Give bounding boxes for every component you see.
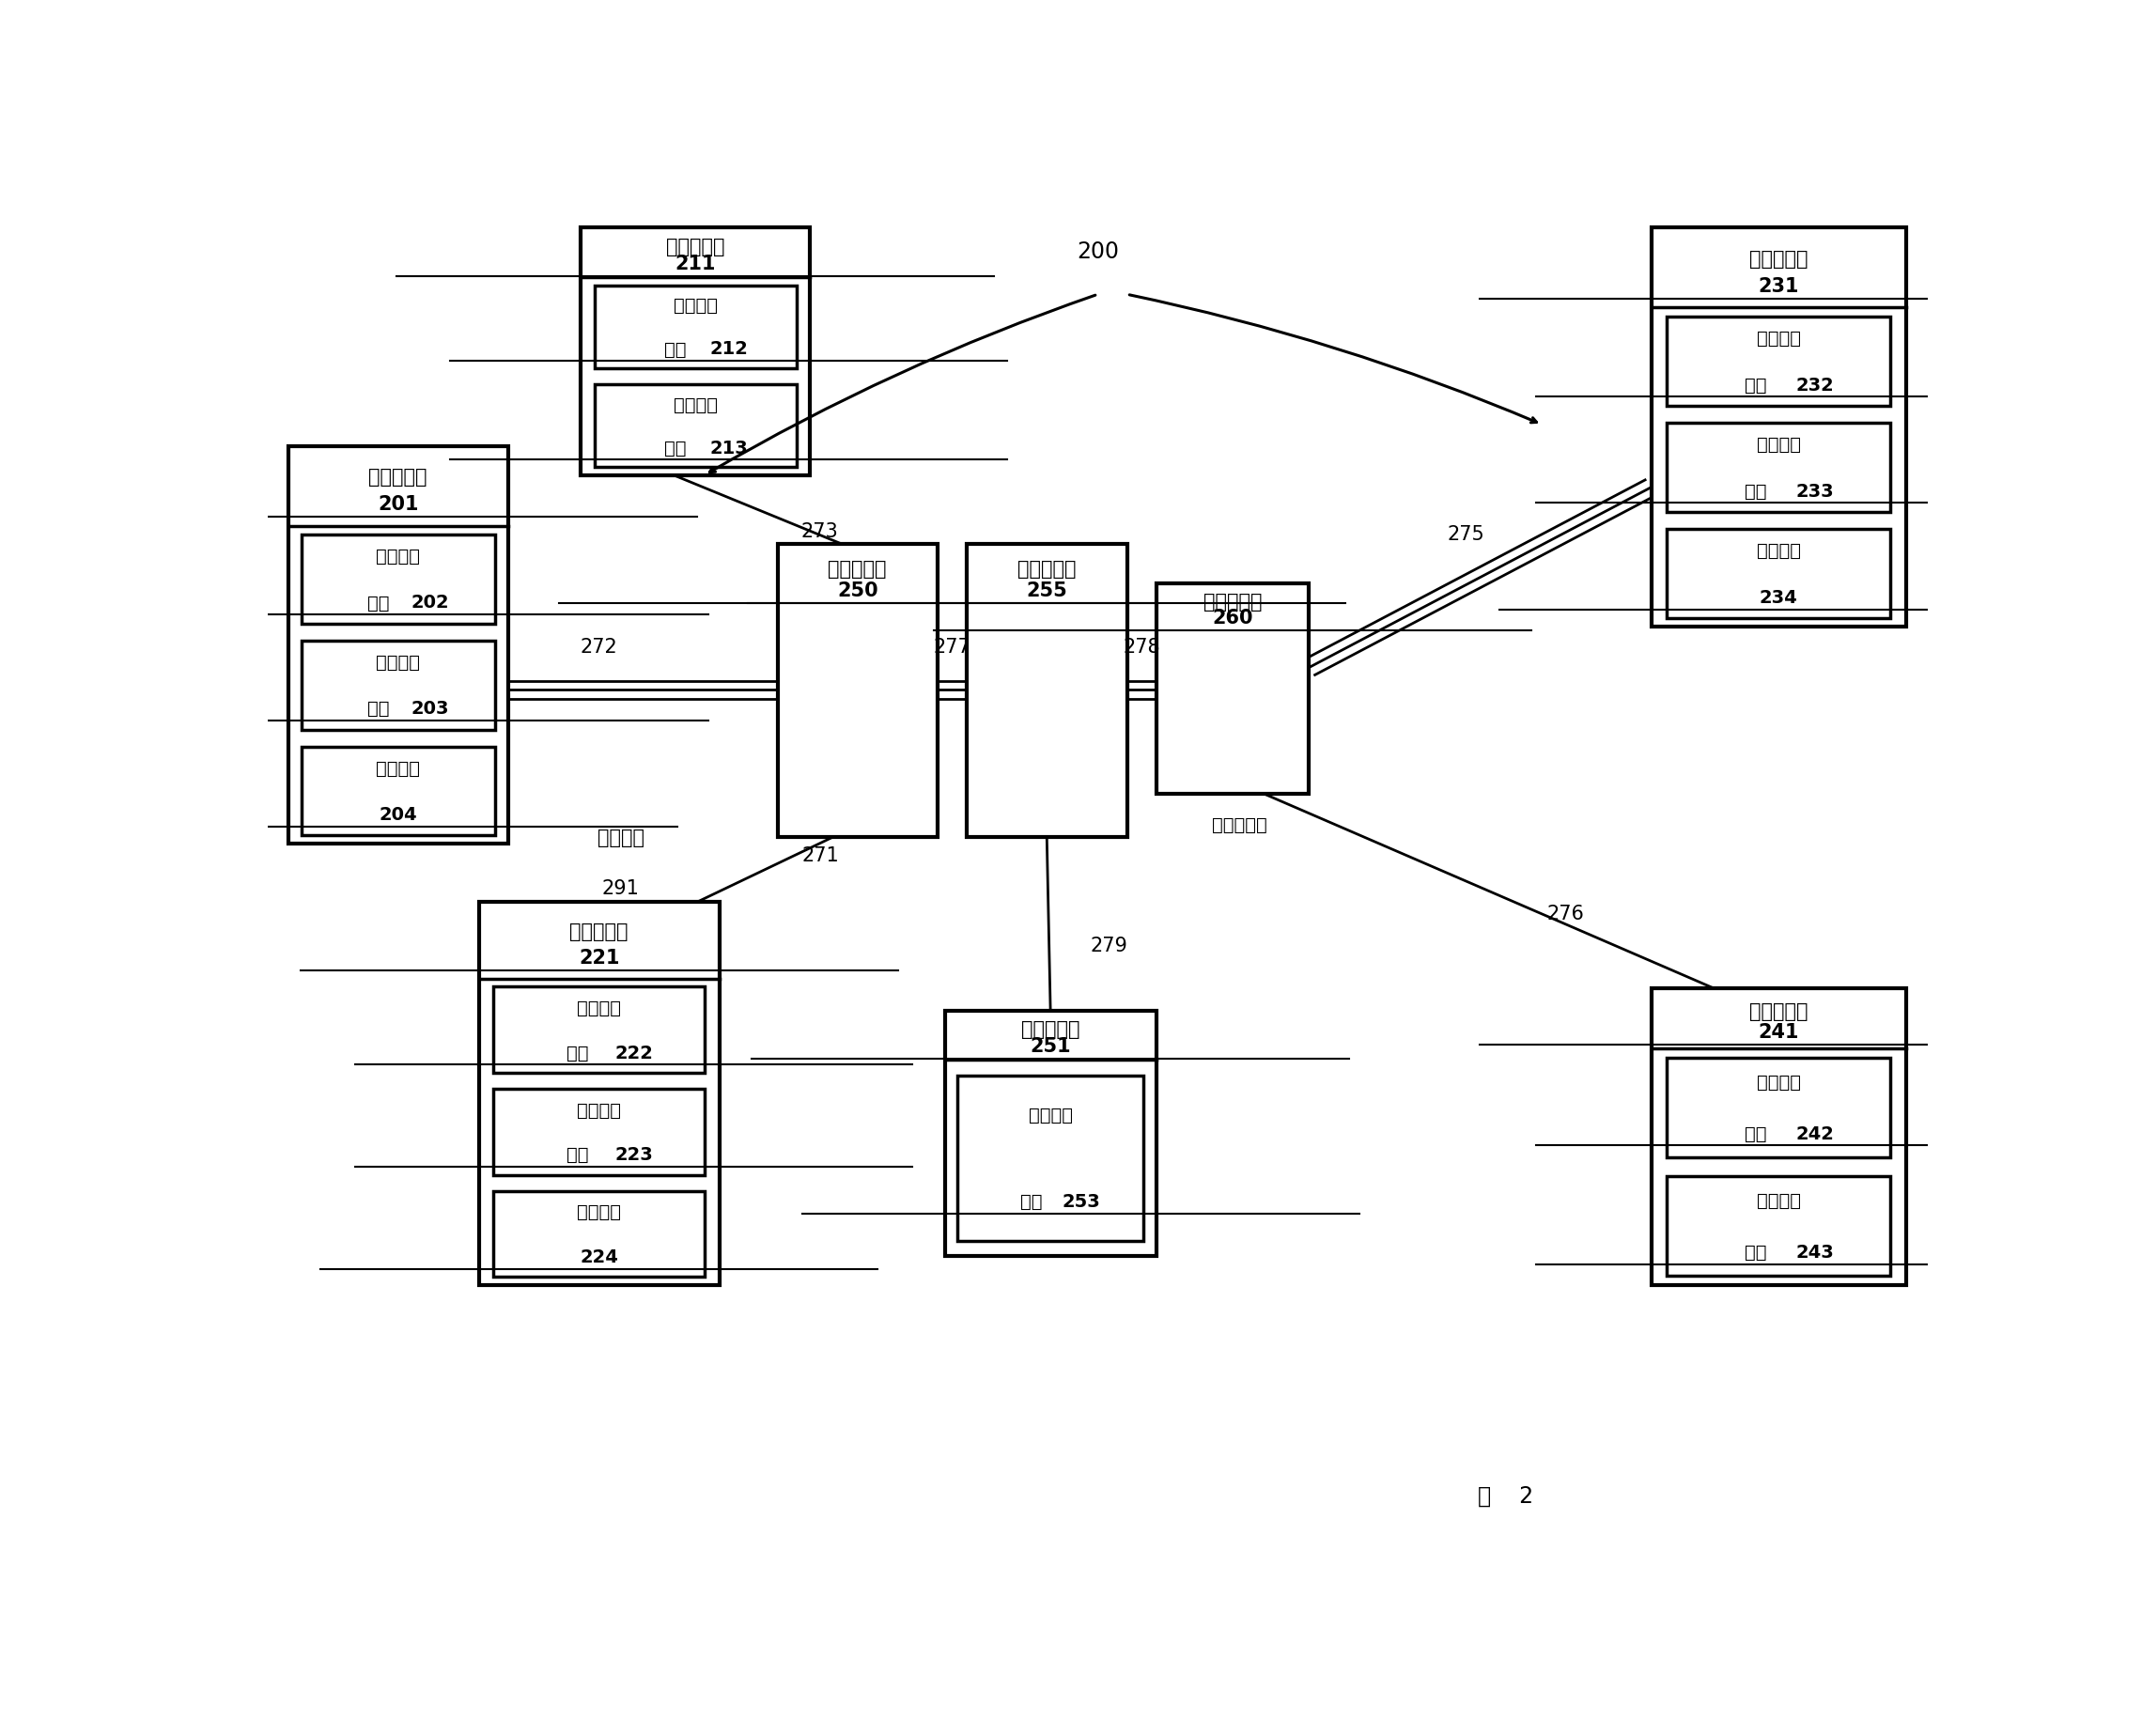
Text: 网络接口: 网络接口 bbox=[1028, 1106, 1073, 1123]
Bar bbox=[302, 746, 495, 837]
Text: 251: 251 bbox=[1030, 1036, 1071, 1055]
Text: 探测模块: 探测模块 bbox=[1756, 542, 1801, 561]
Text: 模块: 模块 bbox=[1744, 377, 1767, 394]
Text: 279: 279 bbox=[1090, 936, 1129, 955]
Text: 253: 253 bbox=[1062, 1193, 1101, 1210]
Bar bbox=[1666, 1057, 1891, 1158]
Bar bbox=[595, 385, 797, 469]
Bar bbox=[1666, 529, 1891, 620]
Text: 211: 211 bbox=[675, 255, 715, 274]
Text: 243: 243 bbox=[1797, 1243, 1834, 1262]
Text: 231: 231 bbox=[1759, 276, 1799, 295]
Text: 278: 278 bbox=[1122, 637, 1161, 656]
Bar bbox=[289, 446, 508, 844]
Text: 212: 212 bbox=[709, 340, 748, 358]
Text: 网络接口: 网络接口 bbox=[576, 1101, 621, 1118]
Bar bbox=[302, 535, 495, 623]
Text: 模块: 模块 bbox=[664, 439, 685, 457]
Text: 计算机系统: 计算机系统 bbox=[1022, 1021, 1080, 1038]
Text: 模块: 模块 bbox=[1744, 1125, 1767, 1142]
Text: 应用程序: 应用程序 bbox=[1756, 1073, 1801, 1090]
Text: 222: 222 bbox=[615, 1043, 653, 1061]
Text: 201: 201 bbox=[377, 495, 418, 514]
Text: 224: 224 bbox=[580, 1248, 619, 1266]
Text: 数据转换器: 数据转换器 bbox=[1212, 816, 1268, 833]
Text: 网络接口: 网络接口 bbox=[1756, 1191, 1801, 1208]
Bar bbox=[595, 286, 797, 370]
Text: 221: 221 bbox=[578, 948, 619, 967]
Text: 应用程序: 应用程序 bbox=[576, 998, 621, 1017]
Text: 223: 223 bbox=[615, 1146, 653, 1163]
Bar bbox=[1666, 318, 1891, 406]
Bar bbox=[945, 1010, 1157, 1257]
Text: 242: 242 bbox=[1795, 1125, 1834, 1142]
Text: 应用程序: 应用程序 bbox=[673, 297, 718, 314]
Text: 234: 234 bbox=[1759, 589, 1797, 608]
Text: 图    2: 图 2 bbox=[1478, 1484, 1534, 1507]
Text: 应用程序: 应用程序 bbox=[1756, 330, 1801, 347]
Bar bbox=[966, 545, 1127, 837]
Text: 模块: 模块 bbox=[565, 1146, 589, 1163]
Bar bbox=[1666, 424, 1891, 512]
Bar bbox=[480, 903, 720, 1285]
Text: 计算机系统: 计算机系统 bbox=[666, 238, 724, 257]
Text: 模块: 模块 bbox=[366, 700, 390, 717]
Text: 模块: 模块 bbox=[1744, 483, 1767, 500]
Text: 计算机系统: 计算机系统 bbox=[1750, 1002, 1808, 1021]
Text: 网络接口: 网络接口 bbox=[1756, 436, 1801, 453]
Text: 250: 250 bbox=[838, 582, 878, 601]
Text: 273: 273 bbox=[801, 523, 840, 542]
Text: 277: 277 bbox=[934, 637, 970, 656]
Bar bbox=[580, 229, 810, 476]
Text: 203: 203 bbox=[411, 700, 450, 717]
Text: 数据集线器: 数据集线器 bbox=[829, 559, 887, 578]
Text: 计算机系统: 计算机系统 bbox=[368, 467, 428, 486]
Text: 241: 241 bbox=[1759, 1023, 1799, 1042]
Text: 数据转换器: 数据转换器 bbox=[1204, 592, 1262, 611]
Text: 213: 213 bbox=[709, 439, 748, 457]
Text: 应用程序: 应用程序 bbox=[377, 547, 420, 564]
Text: 探测模块: 探测模块 bbox=[377, 759, 420, 778]
Bar bbox=[493, 988, 705, 1073]
Bar bbox=[302, 641, 495, 731]
Bar bbox=[1157, 585, 1309, 793]
Text: 模块: 模块 bbox=[1744, 1243, 1767, 1262]
Text: 232: 232 bbox=[1797, 377, 1834, 394]
Text: 200: 200 bbox=[1077, 240, 1118, 262]
Text: 276: 276 bbox=[1547, 904, 1585, 922]
Bar bbox=[493, 1191, 705, 1278]
Bar bbox=[1651, 229, 1906, 628]
Text: 网络接口: 网络接口 bbox=[377, 653, 420, 672]
Text: 模块: 模块 bbox=[664, 340, 685, 358]
Text: 271: 271 bbox=[801, 845, 840, 865]
Text: 模块: 模块 bbox=[366, 594, 390, 611]
Bar bbox=[493, 1088, 705, 1175]
Text: 数据路径: 数据路径 bbox=[598, 828, 645, 847]
Bar bbox=[778, 545, 938, 837]
Bar bbox=[1666, 1177, 1891, 1276]
Text: 204: 204 bbox=[379, 806, 418, 825]
Text: 模块: 模块 bbox=[1020, 1193, 1043, 1210]
Text: 275: 275 bbox=[1446, 526, 1484, 543]
Text: 272: 272 bbox=[580, 637, 617, 656]
Bar bbox=[1651, 990, 1906, 1285]
Text: 233: 233 bbox=[1797, 483, 1834, 500]
Text: 计算机系统: 计算机系统 bbox=[1750, 250, 1808, 269]
Bar bbox=[957, 1076, 1144, 1241]
Text: 计算机系统: 计算机系统 bbox=[570, 922, 628, 941]
Text: 数据转换器: 数据转换器 bbox=[1017, 559, 1075, 578]
Text: 260: 260 bbox=[1212, 608, 1253, 627]
Text: 202: 202 bbox=[411, 594, 450, 611]
Text: 探测模块: 探测模块 bbox=[576, 1203, 621, 1220]
Text: 291: 291 bbox=[602, 878, 640, 898]
Text: 网络接口: 网络接口 bbox=[673, 396, 718, 413]
Text: 模块: 模块 bbox=[565, 1043, 589, 1061]
Text: 255: 255 bbox=[1026, 582, 1067, 601]
